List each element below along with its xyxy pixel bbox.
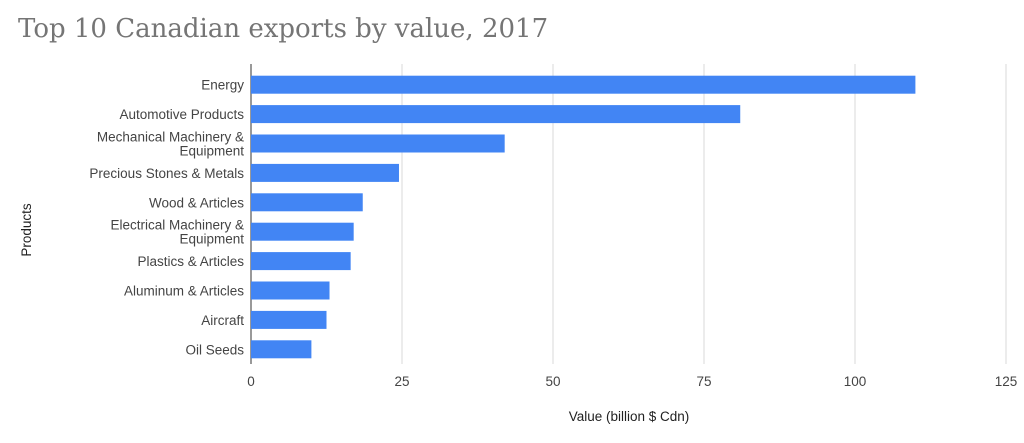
x-tick-label: 75: [696, 374, 711, 389]
x-tick-label: 25: [394, 374, 409, 389]
category-label-line: Mechanical Machinery &: [97, 130, 244, 145]
x-tick-label: 100: [844, 374, 867, 389]
x-axis-title: Value (billion $ Cdn): [569, 409, 690, 424]
x-tick-label: 0: [247, 374, 255, 389]
category-labels: Energy Automotive Products Mechanical Mach…: [89, 78, 244, 358]
category-label-line: Oil Seeds: [185, 342, 244, 357]
category-label-line: Aircraft: [201, 313, 244, 328]
x-tick-labels: 0 25 50 75 100 125: [247, 374, 1017, 389]
category-label: Oil Seeds: [185, 342, 244, 357]
x-tick-label: 125: [995, 374, 1018, 389]
category-label-line: Equipment: [179, 144, 244, 159]
bar: [251, 340, 312, 359]
bar: [251, 163, 399, 182]
bar: [251, 134, 505, 153]
category-label: Energy: [201, 78, 244, 93]
category-label: Automotive Products: [119, 107, 244, 122]
category-label-line: Automotive Products: [119, 107, 244, 122]
bar: [251, 105, 741, 124]
category-label-line: Plastics & Articles: [137, 254, 244, 269]
category-label-line: Energy: [201, 78, 244, 93]
category-label-line: Wood & Articles: [149, 195, 244, 210]
category-label: Plastics & Articles: [137, 254, 244, 269]
bars: [251, 75, 916, 359]
bar: [251, 193, 363, 212]
x-tick-label: 50: [545, 374, 560, 389]
category-label: Precious Stones & Metals: [89, 166, 244, 181]
category-label: Mechanical Machinery & Equipment: [97, 130, 244, 159]
chart-title: Top 10 Canadian exports by value, 2017: [18, 14, 549, 44]
bar: [251, 222, 354, 241]
category-label-line: Aluminum & Articles: [124, 284, 244, 299]
category-label: Aluminum & Articles: [124, 284, 244, 299]
category-label-line: Electrical Machinery &: [110, 218, 244, 233]
category-label: Electrical Machinery & Equipment: [110, 218, 244, 247]
bar: [251, 281, 330, 300]
category-label-line: Equipment: [179, 232, 244, 247]
category-label-line: Precious Stones & Metals: [89, 166, 244, 181]
category-label: Wood & Articles: [149, 195, 244, 210]
y-axis-title: Products: [19, 203, 34, 257]
bar: [251, 75, 916, 94]
category-label: Aircraft: [201, 313, 244, 328]
bar: [251, 310, 327, 329]
bar: [251, 252, 351, 271]
